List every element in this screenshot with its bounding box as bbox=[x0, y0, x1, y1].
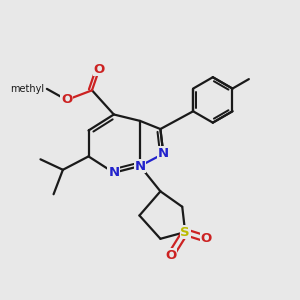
Text: N: N bbox=[108, 166, 119, 179]
Text: O: O bbox=[165, 249, 176, 262]
Text: methyl: methyl bbox=[10, 84, 44, 94]
Text: N: N bbox=[134, 160, 146, 172]
Text: O: O bbox=[61, 93, 72, 106]
Text: O: O bbox=[201, 232, 212, 245]
Text: O: O bbox=[94, 63, 105, 76]
Text: S: S bbox=[180, 226, 190, 238]
Text: N: N bbox=[158, 147, 169, 160]
